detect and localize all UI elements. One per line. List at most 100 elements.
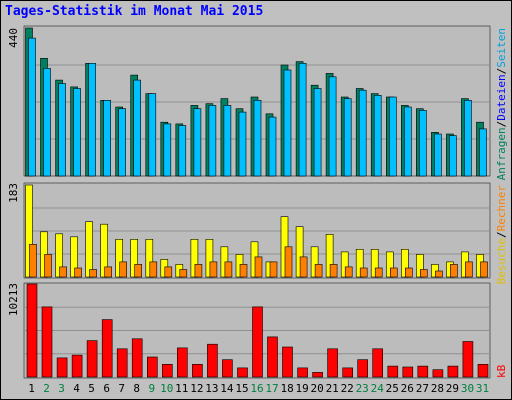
bar-kb-day-21 — [327, 348, 338, 378]
x-label-day-12: 12 — [190, 382, 203, 395]
bar-besuche-day-6 — [100, 223, 108, 278]
x-label-day-16: 16 — [250, 382, 263, 395]
x-label-day-2: 2 — [43, 382, 50, 395]
bar-dateien-day-10 — [163, 123, 172, 177]
x-label-day-23: 23 — [356, 382, 369, 395]
bar-rechner-day-23 — [359, 267, 368, 278]
bar-rechner-day-13 — [209, 261, 218, 278]
x-axis-labels: 1 2 3 4 5 6 7 8 9 10 11 12 13 14 15 16 17 18 19 20 21 22 23 24 2… — [28, 382, 489, 395]
x-label-day-11: 11 — [175, 382, 188, 395]
bar-besuche-day-12 — [190, 239, 199, 278]
bar-kb-day-22 — [342, 367, 354, 378]
bar-marks — [25, 27, 489, 378]
legend-sep-3: / — [495, 231, 508, 238]
legend-sep-2: / — [495, 68, 508, 75]
bar-besuche-day-28 — [431, 264, 439, 278]
bar-dateien-day-23 — [358, 89, 367, 177]
bar-kb-day-10 — [162, 363, 173, 378]
bar-rechner-day-21 — [329, 264, 338, 278]
legend-pages: Besuche/Rechner — [495, 185, 508, 285]
x-label-day-19: 19 — [295, 382, 308, 395]
bar-dateien-day-21 — [328, 76, 337, 177]
bar-kb-day-27 — [417, 365, 429, 378]
x-label-day-21: 21 — [326, 382, 339, 395]
svg-text:Anfragen/Dateien/Seiten: Anfragen/Dateien/Seiten — [495, 28, 508, 180]
legend-kb-group: kB — [495, 364, 508, 378]
bar-dateien-day-8 — [133, 79, 141, 177]
bar-rechner-day-3 — [59, 266, 67, 278]
legend-anfragen: Anfragen — [495, 127, 508, 180]
bar-kb-day-15 — [237, 367, 248, 378]
x-label-day-18: 18 — [280, 382, 293, 395]
x-label-day-13: 13 — [205, 382, 218, 395]
bar-dateien-day-16 — [253, 100, 262, 177]
x-label-day-15: 15 — [235, 382, 248, 395]
bar-besuche-day-3 — [55, 233, 63, 278]
bar-kb-day-1 — [26, 283, 38, 378]
bar-besuche-day-20 — [310, 246, 319, 278]
x-label-day-28: 28 — [431, 382, 444, 395]
bar-dateien-day-18 — [283, 69, 292, 177]
bar-kb-day-6 — [101, 319, 113, 378]
bar-dateien-day-30 — [464, 100, 472, 177]
bar-dateien-day-11 — [178, 125, 187, 177]
bar-kb-day-9 — [147, 356, 158, 378]
bar-dateien-day-15 — [238, 111, 247, 177]
bar-kb-day-26 — [402, 366, 414, 378]
bar-besuche-day-27 — [415, 254, 424, 278]
x-label-day-8: 8 — [133, 382, 140, 395]
bar-besuche-day-25 — [385, 251, 394, 278]
x-label-day-9: 9 — [148, 382, 155, 395]
bar-dateien-day-20 — [313, 88, 322, 177]
bar-dateien-day-28 — [434, 133, 442, 177]
legend-hits: Anfragen/Dateien/Seiten — [495, 28, 508, 180]
bar-kb-day-14 — [222, 359, 233, 378]
bar-dateien-day-6 — [103, 100, 111, 177]
bar-besuche-day-8 — [130, 239, 138, 278]
bar-besuche-day-5 — [85, 221, 93, 278]
bar-dateien-day-22 — [343, 98, 352, 177]
bar-kb-day-19 — [297, 367, 308, 378]
legend-sep-1: / — [495, 121, 508, 128]
bar-dateien-day-19 — [298, 62, 307, 177]
bar-dateien-day-14 — [223, 105, 232, 177]
x-label-day-27: 27 — [416, 382, 429, 395]
bar-rechner-day-1 — [29, 244, 37, 278]
x-label-day-14: 14 — [220, 382, 234, 395]
bar-besuche-day-21 — [325, 234, 334, 278]
bar-besuche-day-23 — [355, 249, 364, 278]
bar-rechner-day-25 — [389, 267, 398, 278]
bar-rechner-day-17 — [269, 261, 278, 278]
bar-rechner-day-28 — [435, 270, 443, 278]
bar-dateien-day-12 — [193, 108, 202, 177]
x-label-day-5: 5 — [88, 382, 95, 395]
bar-besuche-day-24 — [370, 249, 379, 278]
bar-kb-day-12 — [192, 363, 203, 378]
bar-kb-day-29 — [447, 365, 459, 378]
x-label-day-25: 25 — [386, 382, 399, 395]
bar-dateien-day-3 — [58, 83, 66, 177]
bar-rechner-day-15 — [239, 264, 248, 278]
bar-kb-day-18 — [282, 346, 293, 378]
x-label-day-10: 10 — [160, 382, 173, 395]
bar-dateien-day-13 — [208, 105, 217, 177]
bar-rechner-day-29 — [450, 264, 458, 278]
x-label-day-29: 29 — [446, 382, 459, 395]
bar-dateien-day-5 — [88, 62, 96, 177]
bar-kb-day-8 — [131, 338, 143, 378]
bar-kb-day-2 — [41, 306, 53, 378]
bar-dateien-day-24 — [373, 95, 382, 177]
bar-rechner-day-30 — [465, 261, 473, 278]
bar-rechner-day-31 — [480, 261, 488, 278]
bar-kb-day-5 — [86, 340, 98, 378]
bar-dateien-day-31 — [479, 128, 487, 177]
bar-dateien-day-7 — [118, 108, 126, 177]
bar-dateien-day-29 — [449, 135, 457, 177]
bar-rechner-day-8 — [134, 264, 142, 278]
x-label-day-22: 22 — [341, 382, 354, 395]
x-label-day-20: 20 — [310, 382, 323, 395]
bar-dateien-day-17 — [268, 116, 277, 177]
bar-besuche-day-13 — [205, 239, 214, 278]
bar-besuche-day-7 — [115, 239, 123, 278]
